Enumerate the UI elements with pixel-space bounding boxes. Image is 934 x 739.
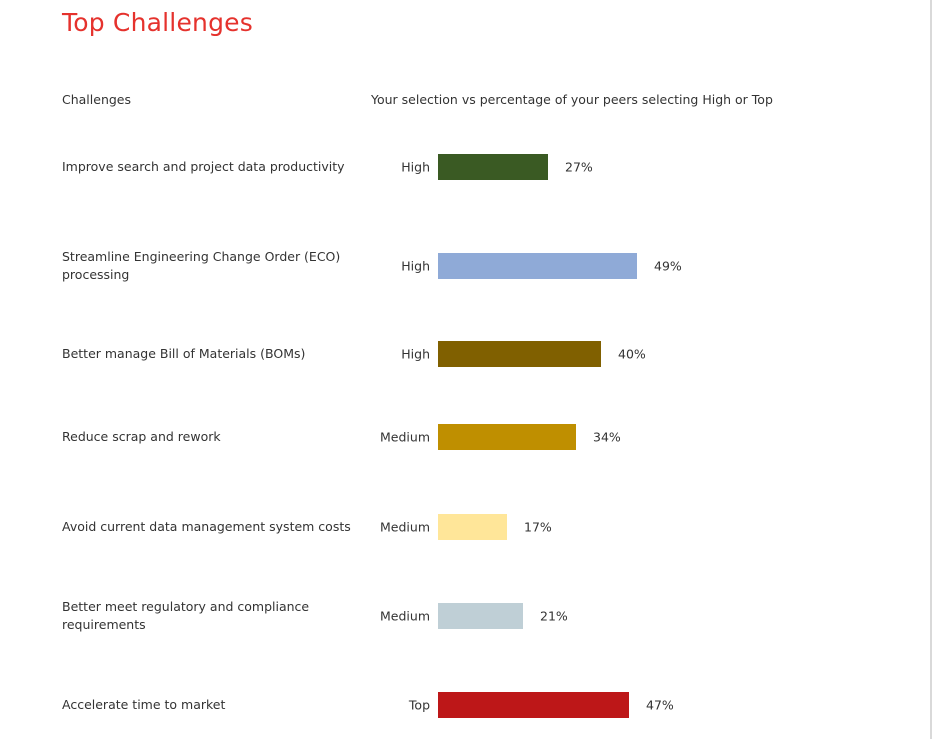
selection-label: High	[401, 346, 430, 362]
chart-row: Accelerate time to market Top 47%	[0, 685, 930, 725]
percentage-label: 27%	[565, 159, 593, 175]
chart-row: Streamline Engineering Change Order (ECO…	[0, 246, 930, 286]
chart-row: Avoid current data management system cos…	[0, 507, 930, 547]
bar	[438, 253, 637, 279]
challenge-label: Avoid current data management system cos…	[62, 519, 351, 534]
selection-label: Medium	[380, 519, 430, 535]
bar	[438, 154, 548, 180]
selection-label: High	[401, 258, 430, 274]
challenge-label: Accelerate time to market	[62, 697, 226, 712]
bar	[438, 692, 629, 718]
challenge-label: Reduce scrap and rework	[62, 429, 221, 444]
challenge-label: Streamline Engineering Change Order (ECO…	[62, 249, 341, 282]
selection-label: Medium	[380, 429, 430, 445]
page-title: Top Challenges	[62, 8, 253, 37]
challenge-label: Improve search and project data producti…	[62, 159, 345, 174]
column-header-selection: Your selection vs percentage of your pee…	[371, 92, 773, 107]
percentage-label: 34%	[593, 429, 621, 445]
bar	[438, 603, 523, 629]
selection-label: High	[401, 159, 430, 175]
percentage-label: 47%	[646, 697, 674, 713]
challenge-label: Better meet regulatory and compliance re…	[62, 599, 310, 632]
bar	[438, 341, 601, 367]
selection-label: Top	[408, 697, 430, 713]
bar	[438, 514, 507, 540]
chart-row: Reduce scrap and rework Medium 34%	[0, 417, 930, 457]
bar	[438, 424, 576, 450]
percentage-label: 21%	[540, 608, 568, 624]
percentage-label: 49%	[654, 258, 682, 274]
chart-row: Improve search and project data producti…	[0, 147, 930, 187]
chart-row: Better manage Bill of Materials (BOMs) Hi…	[0, 334, 930, 374]
chart-row: Better meet regulatory and compliance re…	[0, 596, 930, 636]
percentage-label: 40%	[618, 346, 646, 362]
frame-border	[930, 0, 932, 739]
challenge-label: Better manage Bill of Materials (BOMs)	[62, 346, 306, 361]
column-header-challenges: Challenges	[62, 92, 132, 107]
percentage-label: 17%	[524, 519, 552, 535]
selection-label: Medium	[380, 608, 430, 624]
